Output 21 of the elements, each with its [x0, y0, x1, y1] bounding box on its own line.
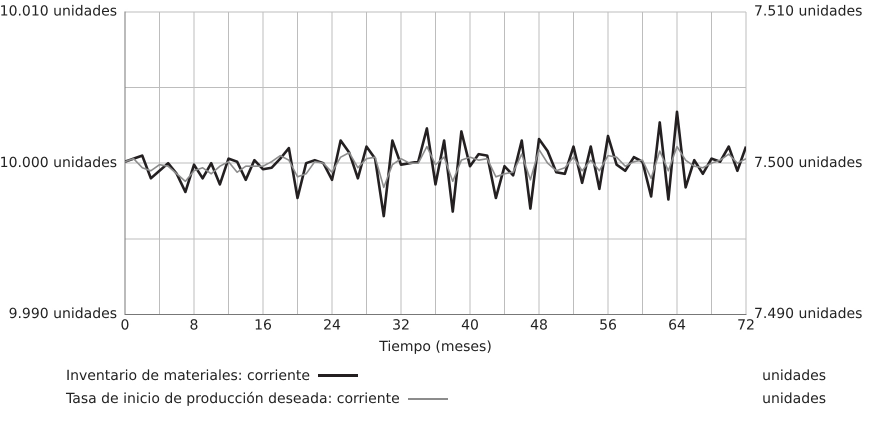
legend-label: Inventario de materiales: corriente	[66, 368, 310, 384]
x-tick-label: 24	[323, 317, 341, 334]
x-tick-label: 64	[668, 317, 686, 334]
x-tick-label: 8	[190, 317, 198, 334]
y-tick-label: 10.010 unidades	[0, 4, 117, 20]
text: unidades	[762, 390, 826, 406]
text: unidades	[762, 368, 826, 384]
x-tick-label: 32	[392, 317, 410, 334]
x-tick-label: 0	[120, 317, 130, 334]
y-tick-label: 10.000 unidades	[0, 154, 117, 171]
y2-tick-label: 7.490 unidades	[754, 306, 862, 322]
y2-tick-label: 7.500 unidades	[754, 154, 862, 171]
y-tick-label: 9.990 unidades	[8, 306, 117, 322]
x-axis-title: Tiempo (meses)	[378, 339, 492, 356]
x-tick-label: 40	[461, 317, 479, 334]
x-tick-label: 16	[254, 317, 272, 334]
legend-label: Tasa de inicio de producción deseada: corriente	[66, 390, 400, 406]
y2-tick-label: 7.510 unidades	[754, 4, 862, 20]
x-tick-label: 72	[737, 317, 755, 334]
x-tick-label: 56	[599, 317, 617, 334]
x-tick-label: 48	[530, 317, 548, 334]
